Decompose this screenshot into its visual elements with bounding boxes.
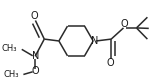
Text: N: N xyxy=(91,36,99,46)
Text: O: O xyxy=(120,19,128,29)
Text: O: O xyxy=(32,66,39,76)
Text: O: O xyxy=(31,11,38,21)
Text: N: N xyxy=(32,51,39,61)
Text: CH₃: CH₃ xyxy=(3,70,19,79)
Text: CH₃: CH₃ xyxy=(1,44,17,53)
Text: O: O xyxy=(107,58,114,68)
